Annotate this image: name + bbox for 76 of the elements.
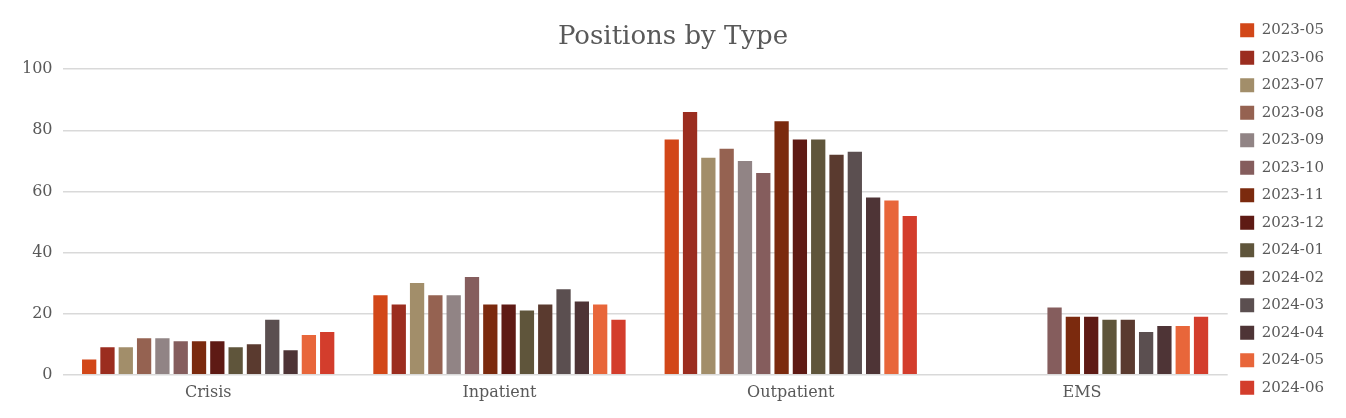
y-tick-label: 80 xyxy=(32,119,53,139)
bar xyxy=(391,304,406,375)
x-tick-label: EMS xyxy=(1062,381,1102,401)
legend-label: 2023-10 xyxy=(1261,157,1325,176)
bar xyxy=(519,310,535,375)
bar xyxy=(155,338,170,375)
bar xyxy=(446,295,461,375)
bar xyxy=(556,289,571,375)
y-tick-label: 20 xyxy=(32,302,53,322)
bar xyxy=(265,319,280,375)
bar xyxy=(701,157,716,375)
bar xyxy=(409,283,425,375)
legend-label: 2024-01 xyxy=(1261,240,1325,259)
bar xyxy=(1138,332,1154,375)
bar xyxy=(283,350,298,375)
legend-label: 2024-05 xyxy=(1261,350,1325,369)
x-tick-label: Outpatient xyxy=(747,381,835,401)
bar xyxy=(136,338,152,375)
bar xyxy=(228,347,243,375)
bar xyxy=(428,295,443,375)
x-tick-label: Crisis xyxy=(184,381,232,401)
bar xyxy=(191,341,207,375)
bar xyxy=(1157,325,1172,375)
bar xyxy=(501,304,516,375)
bar xyxy=(1175,325,1190,375)
bar xyxy=(737,160,753,375)
bar xyxy=(1065,316,1081,375)
bar xyxy=(593,304,608,375)
bar xyxy=(611,319,626,375)
bar xyxy=(829,154,844,375)
legend-label: 2023-06 xyxy=(1261,47,1325,66)
bar xyxy=(719,148,734,375)
bar xyxy=(792,139,808,375)
bar xyxy=(1102,319,1117,375)
legend-label: 2024-03 xyxy=(1261,295,1325,314)
x-tick-label: Inpatient xyxy=(462,381,538,401)
bar xyxy=(1047,307,1062,375)
legend-label: 2023-05 xyxy=(1261,20,1325,39)
bar xyxy=(320,332,335,375)
y-tick-label: 0 xyxy=(42,363,53,383)
bar xyxy=(173,341,188,375)
bar xyxy=(100,347,115,375)
legend-label: 2023-07 xyxy=(1261,75,1325,94)
bar xyxy=(1120,319,1135,375)
y-tick-label: 100 xyxy=(21,58,53,78)
legend-label: 2024-04 xyxy=(1261,322,1325,341)
bar xyxy=(118,347,133,375)
legend-label: 2024-02 xyxy=(1261,267,1325,286)
legend-label: 2023-08 xyxy=(1261,102,1325,121)
bar xyxy=(246,344,262,375)
legend-label: 2024-06 xyxy=(1261,377,1325,396)
bar xyxy=(756,173,771,375)
bar xyxy=(1084,316,1099,375)
bar xyxy=(664,139,679,375)
chart-title: Positions by Type xyxy=(557,20,789,51)
bar xyxy=(682,111,698,375)
bar xyxy=(847,151,862,375)
bar xyxy=(483,304,498,375)
bar xyxy=(774,121,789,375)
bar xyxy=(538,304,553,375)
bar xyxy=(82,359,97,375)
bar xyxy=(811,139,826,375)
legend-label: 2023-12 xyxy=(1261,212,1325,231)
bar xyxy=(1193,316,1209,375)
y-tick-label: 60 xyxy=(32,180,53,200)
bar xyxy=(902,215,917,375)
y-tick-label: 40 xyxy=(32,241,53,261)
bar xyxy=(884,200,899,375)
legend-label: 2023-11 xyxy=(1261,185,1325,204)
bar xyxy=(373,295,388,375)
bar xyxy=(301,335,317,375)
legend-label: 2023-09 xyxy=(1261,130,1325,149)
bar xyxy=(866,197,881,375)
bar xyxy=(210,341,225,375)
bar xyxy=(574,301,589,375)
bar xyxy=(464,277,480,375)
